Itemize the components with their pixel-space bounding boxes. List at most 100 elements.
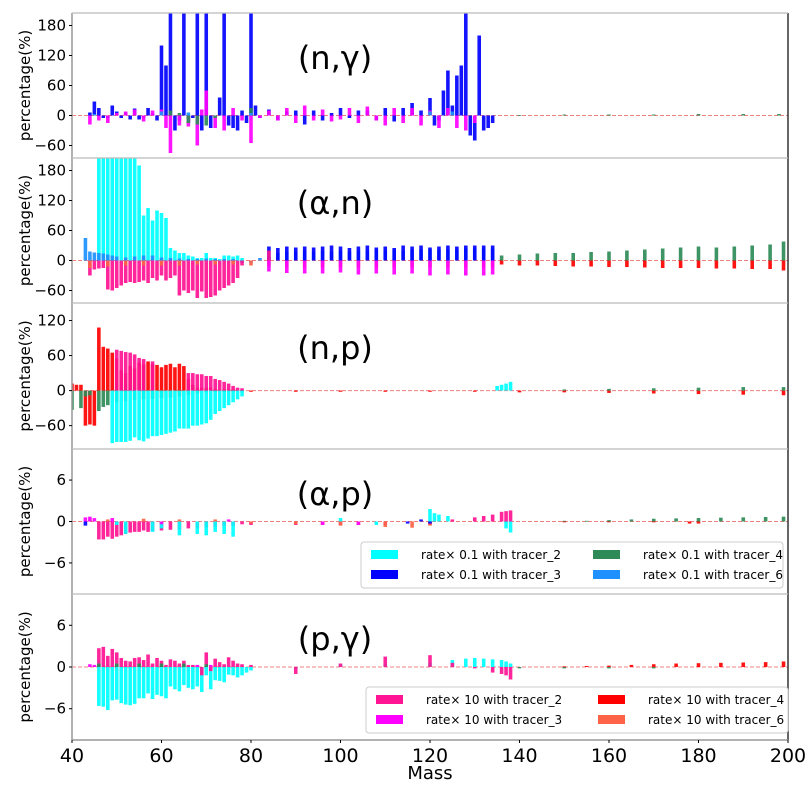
bar-rate01-tracer-2 xyxy=(191,256,195,261)
y-tick-label: 0 xyxy=(56,658,66,676)
bar-rate10-tracer-3 xyxy=(419,115,423,126)
bar-rate10-tracer-2 xyxy=(106,655,110,667)
bar-rate01-tracer-4 xyxy=(781,387,786,391)
bar-rate01-tracer-2 xyxy=(240,258,244,261)
bar-rate10-tracer-4 xyxy=(768,260,772,269)
y-axis-label: percentage(%) xyxy=(16,466,34,577)
bar-rate01-tracer-2 xyxy=(508,521,513,533)
bar-rate10-tracer-4 xyxy=(607,665,611,667)
bar-rate01-tracer-2 xyxy=(128,390,132,441)
bar-rate01-tracer-2 xyxy=(499,384,504,391)
bar-rate01-tracer-2 xyxy=(177,390,182,429)
bar-rate01-tracer-2 xyxy=(182,253,186,261)
bar-rate01-tracer-6 xyxy=(231,259,235,261)
bar-rate01-tracer-3 xyxy=(276,248,280,261)
bar-rate10-tracer-4 xyxy=(74,384,79,391)
bar-rate01-tracer-2 xyxy=(208,258,213,261)
bar-rate10-tracer-3 xyxy=(446,260,450,275)
bar-rate01-tracer-4 xyxy=(781,516,786,522)
bar-rate10-tracer-2 xyxy=(231,260,235,283)
bar-rate10-tracer-4 xyxy=(589,260,593,267)
bar-rate01-tracer-3 xyxy=(302,246,307,261)
y-tick-label: 0 xyxy=(56,107,66,125)
bar-rate10-tracer-3 xyxy=(285,260,289,273)
bar-rate10-tracer-4 xyxy=(88,390,92,425)
bar-rate01-tracer-4 xyxy=(535,253,540,261)
bar-rate10-tracer-2 xyxy=(199,374,204,391)
bar-rate01-tracer-4 xyxy=(562,520,567,522)
bar-rate01-tracer-2 xyxy=(114,158,119,261)
bar-rate10-tracer-2 xyxy=(213,658,217,667)
bar-rate01-tracer-2 xyxy=(168,667,173,687)
bar-rate01-tracer-6 xyxy=(150,255,155,261)
bar-rate01-tracer-4 xyxy=(607,114,611,116)
bar-rate10-tracer-3 xyxy=(106,115,110,123)
bar-rate01-tracer-2 xyxy=(222,667,226,683)
bar-rate10-tracer-2 xyxy=(199,667,204,676)
bar-rate10-tracer-2 xyxy=(168,659,173,667)
bar-rate10-tracer-6 xyxy=(195,260,200,265)
bar-rate01-tracer-3 xyxy=(356,246,361,261)
bar-rate01-tracer-4 xyxy=(562,389,567,391)
bar-rate10-tracer-3 xyxy=(285,108,289,116)
bar-rate01-tracer-4 xyxy=(204,115,209,126)
bar-rate01-tracer-3 xyxy=(217,97,222,116)
bar-rate01-tracer-4 xyxy=(651,667,656,669)
bar-rate01-tracer-2 xyxy=(222,255,226,261)
bar-rate10-tracer-3 xyxy=(383,115,388,126)
bar-rate01-tracer-3 xyxy=(208,115,213,128)
bar-rate10-tracer-2 xyxy=(222,260,226,288)
bar-rate01-tracer-2 xyxy=(213,667,217,681)
bar-rate10-tracer-2 xyxy=(128,352,132,391)
bar-rate01-tracer-2 xyxy=(97,667,101,706)
bar-rate01-tracer-2 xyxy=(199,390,204,425)
bar-rate01-tracer-3 xyxy=(401,108,405,116)
bar-rate01-tracer-2 xyxy=(137,667,141,699)
bar-rate01-tracer-3 xyxy=(222,13,226,116)
bar-rate01-tracer-2 xyxy=(119,667,124,704)
bar-rate10-tracer-4 xyxy=(714,260,719,269)
bar-rate01-tracer-3 xyxy=(338,108,343,116)
bar-rate01-tracer-3 xyxy=(459,65,464,116)
bar-rate01-tracer-3 xyxy=(182,13,186,116)
bar-rate10-tracer-4 xyxy=(651,664,656,667)
bar-rate10-tracer-2 xyxy=(191,664,195,667)
bar-rate01-tracer-2 xyxy=(495,385,499,391)
bar-rate01-tracer-2 xyxy=(204,521,209,536)
bar-rate01-tracer-4 xyxy=(159,663,164,667)
bar-rate10-tracer-3 xyxy=(114,113,119,116)
bar-rate10-tracer-6 xyxy=(249,260,253,266)
bar-rate10-tracer-3 xyxy=(199,109,204,116)
y-tick-label: 120 xyxy=(37,192,66,210)
bar-rate10-tracer-2 xyxy=(472,517,477,522)
bar-rate10-tracer-3 xyxy=(258,115,262,118)
bar-rate01-tracer-4 xyxy=(607,251,611,261)
bar-rate01-tracer-4 xyxy=(517,115,522,116)
bar-rate10-tracer-4 xyxy=(674,663,678,667)
bar-rate01-tracer-2 xyxy=(150,667,155,699)
bar-rate10-tracer-6 xyxy=(159,260,164,266)
bar-rate01-tracer-3 xyxy=(191,115,195,118)
bar-rate01-tracer-2 xyxy=(231,256,235,261)
bar-rate10-tracer-3 xyxy=(150,110,155,116)
bar-rate10-tracer-2 xyxy=(110,260,115,291)
bar-rate01-tracer-6 xyxy=(213,259,217,261)
legend: rate× 10 with tracer_2 rate× 10 with trac… xyxy=(365,686,789,734)
bar-rate10-tracer-3 xyxy=(249,115,253,143)
bar-rate10-tracer-2 xyxy=(173,260,177,276)
bar-rate01-tracer-2 xyxy=(114,667,119,700)
bar-rate10-tracer-2 xyxy=(186,664,191,667)
bar-rate01-tracer-4 xyxy=(741,387,746,391)
bar-rate01-tracer-2 xyxy=(164,667,168,699)
legend: rate× 0.1 with tracer_2 rate× 0.1 with tr… xyxy=(360,541,784,589)
bar-rate10-tracer-4 xyxy=(678,260,683,268)
bar-rate10-tracer-2 xyxy=(106,260,110,290)
bar-rate01-tracer-6 xyxy=(186,112,191,116)
bar-rate10-tracer-2 xyxy=(213,260,217,296)
bar-rate10-tracer-2 xyxy=(450,519,455,522)
legend-swatch-rate01-tracer-4 xyxy=(593,550,620,559)
bar-rate10-tracer-3 xyxy=(338,260,343,273)
bar-rate10-tracer-3 xyxy=(204,90,209,116)
bar-rate10-tracer-3 xyxy=(97,115,101,121)
